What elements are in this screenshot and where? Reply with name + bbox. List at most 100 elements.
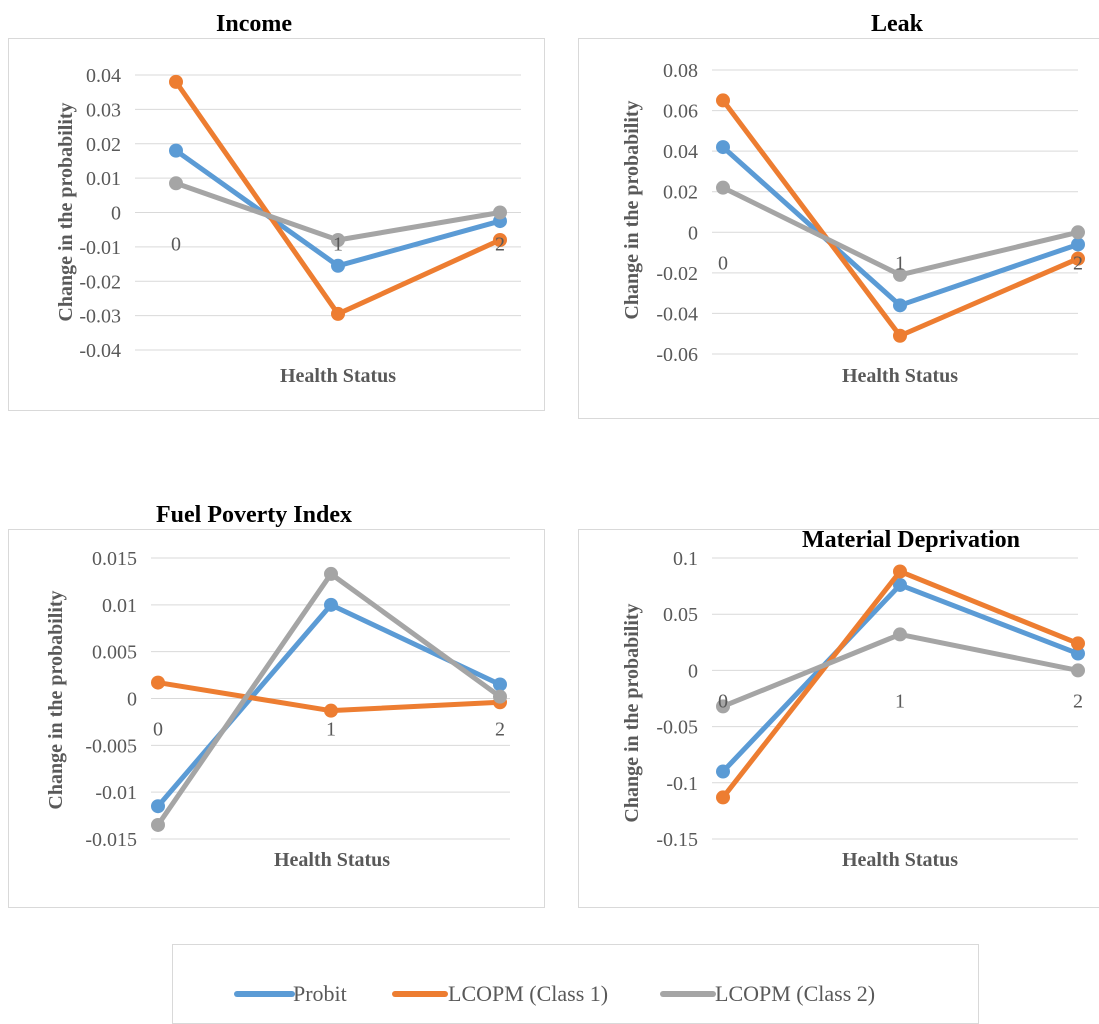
x-tick-labels: 0 1 2	[171, 234, 505, 256]
data-point-lcopm-class-2	[893, 627, 907, 642]
chart-panel-income: Income Change in the probability Health …	[8, 11, 545, 411]
legend-item-lcopm-class-1: LCOPM (Class 1)	[392, 981, 608, 1006]
y-tick-label: -0.03	[79, 306, 121, 328]
y-tick-label: 0.08	[663, 60, 698, 82]
y-tick-labels: 0.08 0.06 0.04 0.02 0 -0.02 -0.04 -0.06	[656, 60, 698, 366]
series-lines	[169, 74, 507, 321]
data-point-lcopm-class-1	[716, 790, 730, 805]
gridlines	[712, 557, 1078, 840]
x-tick-label: 0	[153, 719, 163, 741]
legend-frame	[172, 944, 979, 1024]
data-point-lcopm-class-2	[1071, 225, 1085, 240]
data-point-lcopm-class-1	[1071, 251, 1085, 266]
data-point-lcopm-class-2	[1071, 663, 1085, 678]
y-tick-label: 0.04	[86, 65, 121, 87]
y-tick-label: 0	[127, 689, 137, 711]
y-tick-label: 0.06	[663, 101, 698, 123]
panel-frame	[578, 38, 1099, 419]
y-tick-labels: 0.015 0.01 0.005 0 -0.005 -0.01 -0.015	[85, 548, 137, 851]
data-point-lcopm-class-1	[169, 74, 183, 89]
x-tick-label: 0	[171, 234, 181, 256]
y-axis-title: Change in the probability	[621, 603, 643, 822]
data-point-lcopm-class-1	[151, 675, 165, 690]
data-point-probit	[716, 764, 730, 779]
x-tick-label: 1	[326, 719, 336, 741]
chart-title: Material Deprivation	[802, 527, 1020, 553]
x-tick-label: 1	[333, 234, 343, 256]
y-tick-label: 0.03	[86, 99, 121, 121]
x-tick-label: 2	[495, 234, 505, 256]
y-tick-labels: 0.04 0.03 0.02 0.01 0 -0.01 -0.02 -0.03 -0.04	[79, 65, 121, 362]
y-tick-label: -0.1	[666, 773, 698, 795]
y-axis-title: Change in the probability	[55, 102, 77, 321]
data-point-lcopm-class-2	[716, 180, 730, 195]
data-point-lcopm-class-2	[169, 176, 183, 191]
data-point-probit	[1071, 237, 1085, 252]
gridlines	[135, 74, 521, 351]
series-lines	[716, 93, 1085, 343]
series-lines	[716, 564, 1085, 805]
data-point-probit	[169, 143, 183, 158]
x-axis-title: Health Status	[274, 849, 390, 871]
y-axis-title: Change in the probability	[45, 590, 67, 809]
y-tick-label: 0.02	[663, 182, 698, 204]
y-tick-label: -0.06	[656, 344, 698, 366]
legend-label: LCOPM (Class 1)	[448, 981, 608, 1006]
data-point-lcopm-class-2	[716, 699, 730, 714]
data-point-probit	[151, 799, 165, 814]
data-point-lcopm-class-1	[893, 564, 907, 579]
y-tick-label: -0.02	[656, 263, 698, 285]
x-tick-label: 1	[895, 690, 905, 712]
y-tick-label: 0	[111, 203, 121, 225]
y-tick-label: 0.04	[663, 141, 698, 163]
panel-frame	[578, 529, 1099, 908]
chart-title: Fuel Poverty Index	[156, 502, 352, 528]
data-point-probit	[716, 140, 730, 155]
data-point-probit	[331, 258, 345, 273]
series-lines	[151, 566, 507, 832]
chart-title: Leak	[871, 11, 924, 37]
y-tick-label: -0.04	[656, 303, 698, 325]
legend-item-probit: Probit	[234, 981, 347, 1006]
y-tick-label: 0.05	[663, 604, 698, 626]
data-point-lcopm-class-2	[493, 205, 507, 220]
x-tick-labels: 0 1 2	[718, 690, 1083, 712]
legend-label: Probit	[293, 981, 347, 1006]
y-tick-label: -0.01	[79, 237, 121, 259]
data-point-probit	[893, 577, 907, 592]
data-point-lcopm-class-1	[1071, 636, 1085, 651]
panel-frame	[8, 529, 545, 908]
y-tick-label: 0.1	[673, 548, 698, 570]
y-tick-label: 0.005	[92, 642, 137, 664]
data-point-probit	[893, 298, 907, 313]
chart-panel-material-deprivation: Material Deprivation Change in the proba…	[578, 527, 1099, 908]
data-point-lcopm-class-2	[493, 689, 507, 704]
x-axis-title: Health Status	[842, 849, 958, 871]
y-tick-label: -0.04	[79, 340, 121, 362]
data-point-probit	[324, 597, 338, 612]
y-tick-label: 0	[688, 222, 698, 244]
y-tick-label: 0	[688, 660, 698, 682]
legend: Probit LCOPM (Class 1) LCOPM (Class 2)	[172, 944, 979, 1024]
x-tick-label: 0	[718, 690, 728, 712]
y-tick-label: -0.005	[85, 735, 137, 757]
data-point-lcopm-class-1	[493, 233, 507, 247]
y-axis-title: Change in the probability	[621, 100, 643, 319]
y-tick-label: 0.015	[92, 548, 137, 570]
y-tick-label: -0.02	[79, 271, 121, 293]
x-axis-title: Health Status	[280, 365, 396, 387]
data-point-lcopm-class-2	[151, 817, 165, 832]
data-point-lcopm-class-2	[331, 233, 345, 247]
x-tick-label: 2	[495, 719, 505, 741]
y-tick-label: -0.01	[95, 782, 137, 804]
y-tick-label: 0.01	[102, 595, 137, 617]
data-point-lcopm-class-1	[893, 328, 907, 343]
y-tick-label: -0.05	[656, 717, 698, 739]
data-point-probit	[493, 677, 507, 692]
legend-label: LCOPM (Class 2)	[715, 981, 875, 1006]
x-tick-label: 1	[895, 252, 905, 274]
x-tick-label: 2	[1073, 252, 1083, 274]
data-point-lcopm-class-1	[324, 703, 338, 718]
legend-item-lcopm-class-2: LCOPM (Class 2)	[660, 981, 875, 1006]
